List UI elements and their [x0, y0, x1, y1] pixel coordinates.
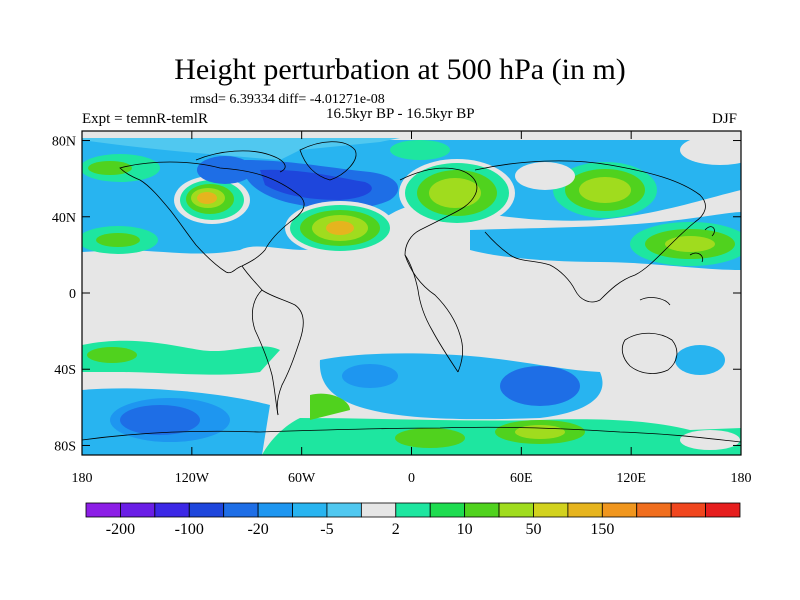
colorbar-swatch: [257, 502, 293, 518]
colorbar-swatch: [292, 502, 328, 518]
colorbar-swatch: [498, 502, 534, 518]
coastlines: [82, 141, 741, 443]
colorbar-swatch: [395, 502, 431, 518]
lon-tick-label: 120W: [175, 471, 210, 486]
colorbar-swatch: [636, 502, 672, 518]
lon-tick-label: 60W: [288, 471, 316, 486]
colorbar-label: -200: [106, 521, 135, 538]
lon-tick-label: 60E: [510, 471, 533, 486]
lon-tick-label: 0: [408, 471, 415, 486]
colorbar-swatch: [567, 502, 603, 518]
page-title: Height perturbation at 500 hPa (in m): [174, 53, 626, 86]
colorbar-swatch: [429, 502, 466, 518]
latitude-axis: 80N 40N 0 40S 80S: [52, 135, 741, 454]
colorbar-label: 2: [392, 521, 400, 538]
lat-tick-label: 40N: [52, 211, 76, 226]
season-label: DJF: [712, 111, 738, 127]
period-label: 16.5kyr BP - 16.5kyr BP: [326, 106, 475, 122]
colorbar-swatch: [188, 502, 225, 518]
lon-tick-label: 180: [731, 471, 752, 486]
colorbar-swatch: [464, 502, 500, 518]
colorbar-label: 150: [590, 521, 614, 538]
rmsd-diff-label: rmsd= 6.39334 diff= -4.01271e-08: [190, 92, 385, 107]
colorbar-swatch: [705, 502, 741, 518]
colorbar-swatch: [154, 502, 190, 518]
colorbar-label: 10: [457, 521, 473, 538]
colorbar-swatch: [85, 502, 121, 518]
colorbar-swatch: [601, 502, 638, 518]
colorbar-label: -5: [320, 521, 333, 538]
colorbar-swatch: [670, 502, 706, 518]
lat-tick-label: 0: [69, 287, 76, 302]
lon-tick-label: 180: [72, 471, 93, 486]
colorbar-label: 50: [525, 521, 541, 538]
colorbar-swatch: [223, 502, 259, 518]
colorbar-label: -20: [247, 521, 268, 538]
experiment-label: Expt = temnR-temlR: [82, 111, 208, 127]
southern-band: [82, 340, 741, 455]
northern-band: [82, 135, 741, 270]
colorbar-swatch: [326, 502, 362, 518]
lat-tick-label: 40S: [54, 363, 76, 378]
colorbar-label: -100: [175, 521, 204, 538]
colorbar: -200 -100 -20 -5 2 10 50 150: [85, 502, 741, 538]
height-field: [82, 131, 741, 455]
lat-tick-label: 80N: [52, 135, 76, 150]
longitude-axis: 180 120W 60W 0 60E 120E 180: [72, 131, 752, 486]
colorbar-swatch: [360, 502, 397, 518]
colorbar-swatch: [120, 502, 156, 518]
lon-tick-label: 120E: [616, 471, 646, 486]
lat-tick-label: 80S: [54, 439, 76, 454]
colorbar-swatch: [533, 502, 569, 518]
